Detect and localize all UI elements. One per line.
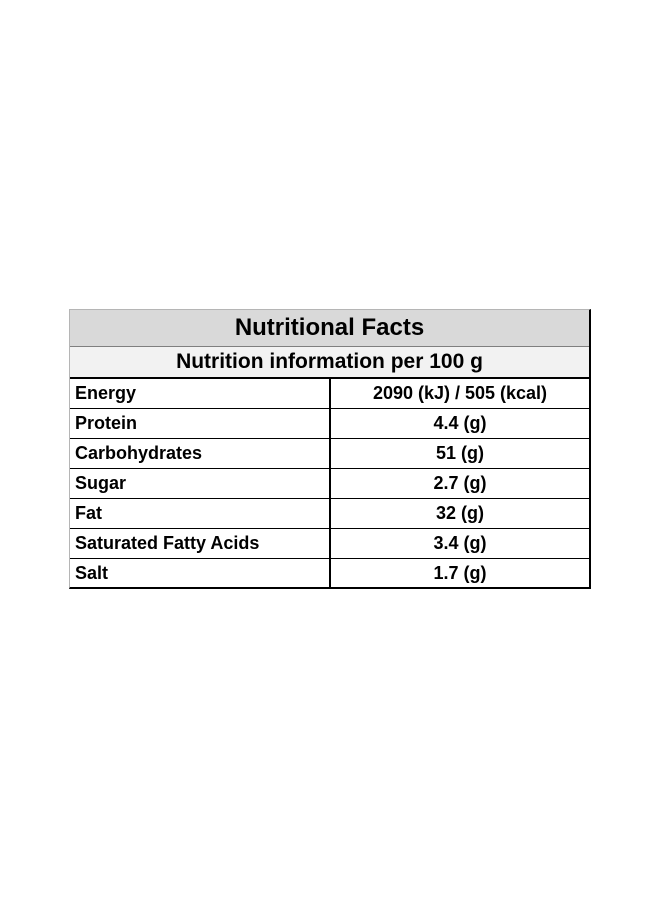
table-title: Nutritional Facts <box>70 310 589 347</box>
row-label: Saturated Fatty Acids <box>70 529 331 558</box>
table-row-fat: Fat 32 (g) <box>70 499 589 529</box>
row-value: 3.4 (g) <box>433 533 487 553</box>
row-label: Salt <box>70 559 331 587</box>
row-value: 4.4 (g) <box>433 413 487 433</box>
table-row-saturated-fatty-acids: Saturated Fatty Acids 3.4 (g) <box>70 529 589 559</box>
row-label: Carbohydrates <box>70 439 331 468</box>
row-label: Fat <box>70 499 331 528</box>
table-subtitle: Nutrition information per 100 g <box>70 347 589 379</box>
row-value: 51 (g) <box>435 443 484 463</box>
row-value: 2.7 (g) <box>433 473 487 493</box>
table-row-carbohydrates: Carbohydrates 51 (g) <box>70 439 589 469</box>
table-row-sugar: Sugar 2.7 (g) <box>70 469 589 499</box>
nutrition-facts-table: Nutritional Facts Nutrition information … <box>69 309 591 589</box>
table-row-salt: Salt 1.7 (g) <box>70 559 589 587</box>
table-row-protein: Protein 4.4 (g) <box>70 409 589 439</box>
row-value: 1.7 (g) <box>433 562 487 583</box>
row-label: Protein <box>70 409 331 438</box>
row-value: 2090 (kJ) / 505 (kcal) <box>372 383 548 403</box>
row-label: Energy <box>70 379 331 408</box>
row-label: Sugar <box>70 469 331 498</box>
table-row-energy: Energy 2090 (kJ) / 505 (kcal) <box>70 379 589 409</box>
row-value: 32 (g) <box>435 503 484 523</box>
